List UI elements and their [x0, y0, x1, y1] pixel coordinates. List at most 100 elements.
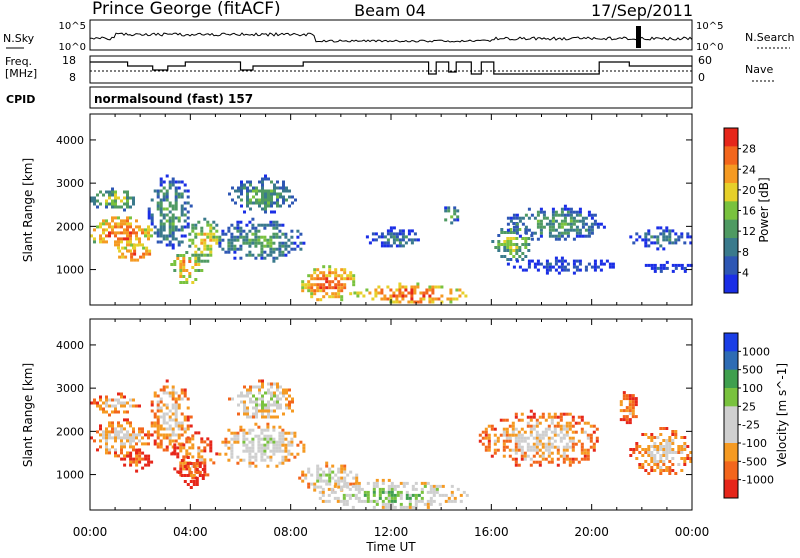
- velocity-data-cell: [340, 464, 344, 468]
- power-data-cell: [334, 271, 338, 275]
- velocity-data-cell: [129, 442, 132, 446]
- power-data-cell: [527, 237, 531, 240]
- velocity-data-cell: [111, 424, 114, 428]
- power-data-cell: [200, 229, 204, 233]
- velocity-data-cell: [592, 445, 596, 449]
- velocity-data-cell: [90, 436, 93, 440]
- velocity-data-cell: [227, 458, 231, 462]
- velocity-data-cell: [168, 409, 172, 413]
- velocity-data-cell: [197, 446, 201, 450]
- velocity-data-cell: [173, 449, 177, 453]
- velocity-data-cell: [266, 422, 270, 426]
- power-data-cell: [188, 260, 192, 263]
- power-data-cell: [96, 193, 99, 197]
- power-data-cell: [120, 225, 123, 229]
- power-data-cell: [150, 219, 154, 223]
- power-data-cell: [319, 298, 323, 302]
- power-data-cell: [404, 241, 408, 245]
- power-data-cell: [111, 219, 114, 223]
- velocity-data-cell: [123, 457, 127, 461]
- power-data-cell: [126, 243, 129, 247]
- velocity-data-cell: [535, 448, 539, 452]
- power-data-cell: [551, 225, 555, 229]
- velocity-data-cell: [674, 472, 678, 475]
- velocity-data-cell: [267, 382, 270, 386]
- power-data-cell: [281, 250, 285, 254]
- power-data-cell: [563, 222, 567, 226]
- velocity-data-cell: [508, 448, 512, 452]
- velocity-data-cell: [272, 443, 276, 447]
- velocity-data-cell: [334, 482, 338, 486]
- power-data-cell: [93, 199, 96, 203]
- velocity-data-cell: [459, 493, 463, 497]
- velocity-data-cell: [668, 439, 672, 442]
- velocity-data-cell: [261, 394, 264, 398]
- velocity-data-cell: [674, 433, 678, 436]
- power-data-cell: [233, 244, 237, 248]
- power-data-cell: [221, 229, 225, 233]
- power-data-cell: [346, 277, 350, 281]
- power-data-cell: [515, 237, 519, 240]
- velocity-data-cell: [245, 443, 249, 447]
- velocity-data-cell: [310, 473, 314, 477]
- velocity-data-cell: [502, 430, 506, 434]
- power-data-cell: [644, 238, 648, 242]
- power-data-cell: [413, 291, 417, 295]
- power-data-cell: [686, 232, 690, 236]
- velocity-data-cell: [487, 436, 491, 440]
- power-data-cell: [254, 232, 258, 236]
- velocity-data-cell: [99, 404, 102, 408]
- velocity-data-cell: [671, 457, 675, 460]
- velocity-data-cell: [141, 436, 144, 440]
- velocity-data-cell: [153, 394, 157, 398]
- power-colorbar-segment: [724, 256, 738, 276]
- power-data-cell: [177, 228, 181, 232]
- power-colorbar-segment: [724, 146, 738, 166]
- power-data-cell: [162, 216, 166, 220]
- velocity-data-cell: [625, 406, 629, 410]
- velocity-data-cell: [144, 463, 148, 467]
- velocity-data-cell: [629, 448, 633, 451]
- velocity-data-cell: [203, 446, 207, 450]
- power-data-cell: [542, 216, 546, 220]
- velocity-data-cell: [553, 433, 557, 437]
- power-data-cell: [188, 244, 192, 248]
- velocity-data-cell: [647, 451, 651, 454]
- velocity-data-cell: [246, 388, 249, 392]
- power-data-cell: [288, 195, 291, 199]
- power-data-cell: [236, 235, 240, 239]
- power-data-cell: [506, 216, 510, 220]
- velocity-data-cell: [153, 391, 157, 395]
- velocity-data-cell: [399, 502, 403, 506]
- velocity-data-cell: [493, 451, 497, 455]
- velocity-data-cell: [340, 476, 344, 480]
- velocity-data-cell: [511, 424, 515, 428]
- power-data-cell: [180, 234, 184, 238]
- velocity-data-cell: [174, 415, 178, 419]
- velocity-data-cell: [221, 440, 225, 444]
- power-data-cell: [264, 204, 267, 208]
- power-data-cell: [650, 263, 654, 267]
- velocity-data-cell: [565, 430, 569, 434]
- velocity-data-cell: [327, 499, 331, 503]
- velocity-data-cell: [258, 379, 261, 383]
- velocity-colorbar-tick-label: -100: [742, 437, 767, 450]
- velocity-data-cell: [665, 427, 669, 430]
- power-data-cell: [168, 183, 172, 187]
- velocity-data-cell: [429, 484, 433, 488]
- power-data-cell: [254, 226, 258, 230]
- velocity-data-cell: [568, 460, 572, 464]
- velocity-data-cell: [328, 467, 332, 471]
- power-data-cell: [240, 183, 243, 187]
- velocity-data-cell: [249, 400, 252, 404]
- velocity-data-cell: [188, 446, 192, 450]
- velocity-data-cell: [224, 452, 228, 456]
- power-data-cell: [551, 265, 555, 269]
- power-data-cell: [282, 195, 285, 199]
- power-data-cell: [186, 222, 190, 226]
- power-data-cell: [255, 186, 258, 190]
- power-data-cell: [264, 174, 267, 178]
- velocity-data-cell: [343, 476, 347, 480]
- power-data-cell: [108, 202, 111, 206]
- power-data-cell: [138, 237, 141, 241]
